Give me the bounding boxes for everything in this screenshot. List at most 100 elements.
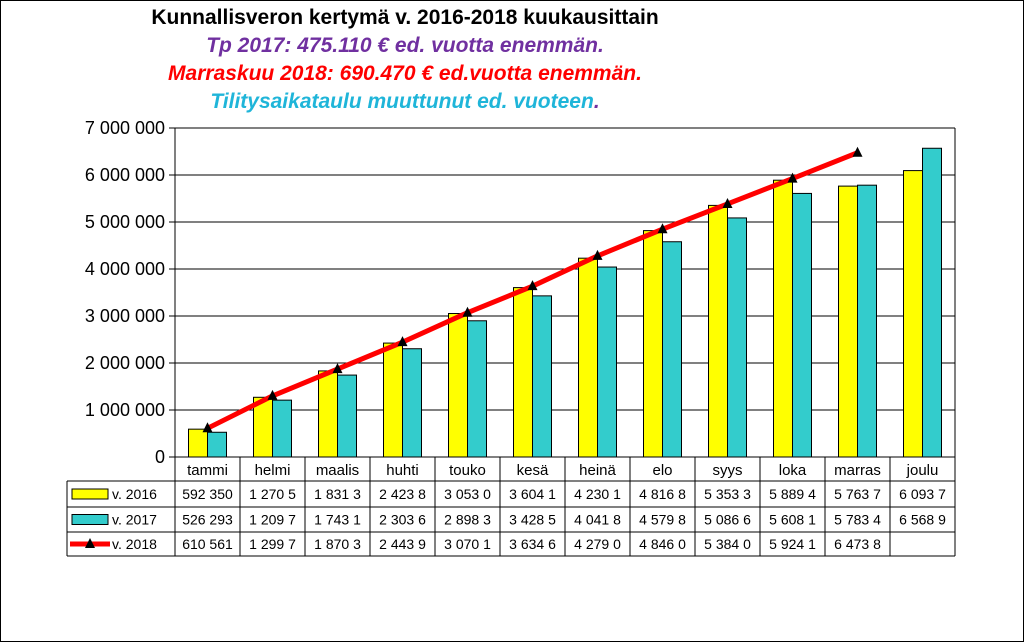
bar-2017 xyxy=(662,241,682,458)
table-cell: 4 041 8 xyxy=(574,512,621,528)
table-cell: 3 070 1 xyxy=(444,536,491,552)
legend-key-bar-2016 xyxy=(71,488,109,500)
subtitle-3-dot: . xyxy=(593,90,600,113)
y-tick-label: 3 000 000 xyxy=(85,306,165,326)
table-cell: 5 889 4 xyxy=(769,486,816,502)
table-cell: 2 443 9 xyxy=(379,536,426,552)
marker-2018 xyxy=(332,363,343,374)
bar-2016 xyxy=(383,342,403,458)
y-tick-label: 0 xyxy=(155,447,165,467)
subtitle-2: Marraskuu 2018: 690.470 € ed.vuotta enem… xyxy=(168,62,642,85)
table-cell: 5 353 3 xyxy=(704,486,751,502)
subtitle-3-text: Tilitysaikataulu muuttunut ed. vuoteen xyxy=(210,90,594,113)
table-cell: 5 924 1 xyxy=(769,536,816,552)
table-cell: 1 870 3 xyxy=(314,536,361,552)
category-label: touko xyxy=(449,462,486,479)
marker-2018 xyxy=(397,336,408,347)
bar-2016 xyxy=(448,313,468,458)
subtitle-3: Tilitysaikataulu muuttunut ed. vuoteen. xyxy=(0,90,810,114)
table-cell: 4 579 8 xyxy=(639,512,686,528)
bar-2017 xyxy=(467,320,487,458)
bar-2017 xyxy=(727,217,747,458)
category-label: marras xyxy=(834,462,881,479)
table-cell: 4 816 8 xyxy=(639,486,686,502)
category-label: heinä xyxy=(579,462,616,479)
bar-2016 xyxy=(578,257,598,458)
table-cell: 6 568 9 xyxy=(899,512,946,528)
bar-2016 xyxy=(838,185,858,458)
bar-2016 xyxy=(513,287,533,458)
table-cell: 1 743 1 xyxy=(314,512,361,528)
bar-2016 xyxy=(643,230,663,458)
y-tick-label: 7 000 000 xyxy=(85,118,165,138)
series-name: v. 2017 xyxy=(112,512,157,528)
chart-title: Kunnallisveron kertymä v. 2016-2018 kuuk… xyxy=(151,6,659,29)
bar-2017 xyxy=(597,266,617,458)
category-label: kesä xyxy=(517,462,549,479)
table-cell: 5 763 7 xyxy=(834,486,881,502)
subtitle-1: Tp 2017: 475.110 € ed. vuotta enemmän. xyxy=(206,34,604,57)
marker-2018 xyxy=(852,146,863,157)
marker-2018 xyxy=(527,280,538,291)
marker-2018 xyxy=(657,223,668,234)
table-cell: 2 423 8 xyxy=(379,486,426,502)
table-cell: 6 473 8 xyxy=(834,536,881,552)
table-cell: 4 230 1 xyxy=(574,486,621,502)
table-cell: 4 279 0 xyxy=(574,536,621,552)
marker-2018 xyxy=(267,389,278,400)
table-cell: 1 299 7 xyxy=(249,536,296,552)
category-label: helmi xyxy=(255,462,291,479)
legend-key-bar-2017 xyxy=(71,514,109,525)
y-tick-label: 6 000 000 xyxy=(85,165,165,185)
table-cell: 1 270 5 xyxy=(249,486,296,502)
table-cell: 5 384 0 xyxy=(704,536,751,552)
category-label: huhti xyxy=(386,462,419,479)
table-cell: 3 428 5 xyxy=(509,512,556,528)
table-cell: 6 093 7 xyxy=(899,486,946,502)
table-cell: 3 634 6 xyxy=(509,536,556,552)
table-cell: 1 209 7 xyxy=(249,512,296,528)
table-cell: 5 086 6 xyxy=(704,512,751,528)
y-tick-label: 4 000 000 xyxy=(85,259,165,279)
bar-2016 xyxy=(188,428,208,458)
series-name: v. 2018 xyxy=(112,536,157,552)
bar-2017 xyxy=(532,295,552,458)
plot-area xyxy=(175,128,955,457)
table-cell: 1 831 3 xyxy=(314,486,361,502)
table-cell: 3 053 0 xyxy=(444,486,491,502)
marker-2018 xyxy=(787,172,798,183)
bar-2017 xyxy=(337,374,357,458)
bar-2016 xyxy=(903,170,923,458)
marker-2018 xyxy=(462,306,473,317)
table-cell: 2 303 6 xyxy=(379,512,426,528)
table-cell: 2 898 3 xyxy=(444,512,491,528)
category-label: joulu xyxy=(906,462,939,479)
table-cell: 610 561 xyxy=(182,536,233,552)
marker-2018 xyxy=(592,249,603,260)
category-label: maalis xyxy=(316,462,359,479)
table-cell: 3 604 1 xyxy=(509,486,556,502)
bar-2017 xyxy=(402,348,422,458)
table-cell: 526 293 xyxy=(182,512,233,528)
y-tick-label: 5 000 000 xyxy=(85,212,165,232)
table-cell: 4 846 0 xyxy=(639,536,686,552)
table-cell: 592 350 xyxy=(182,486,233,502)
bar-2016 xyxy=(708,204,728,458)
category-label: tammi xyxy=(187,462,228,479)
bar-2017 xyxy=(857,184,877,458)
series-name: v. 2016 xyxy=(112,486,157,502)
legend-key-marker-2018 xyxy=(85,538,95,548)
marker-2018 xyxy=(722,197,733,208)
marker-2018 xyxy=(202,422,213,433)
category-label: elo xyxy=(652,462,672,479)
category-label: loka xyxy=(779,462,807,479)
bar-2016 xyxy=(318,370,338,458)
bar-2017 xyxy=(207,431,227,458)
category-label: syys xyxy=(713,462,743,479)
table-cell: 5 783 4 xyxy=(834,512,881,528)
y-tick-label: 1 000 000 xyxy=(85,400,165,420)
bar-2017 xyxy=(792,192,812,458)
bar-2017 xyxy=(272,399,292,458)
bar-2017 xyxy=(922,147,942,458)
